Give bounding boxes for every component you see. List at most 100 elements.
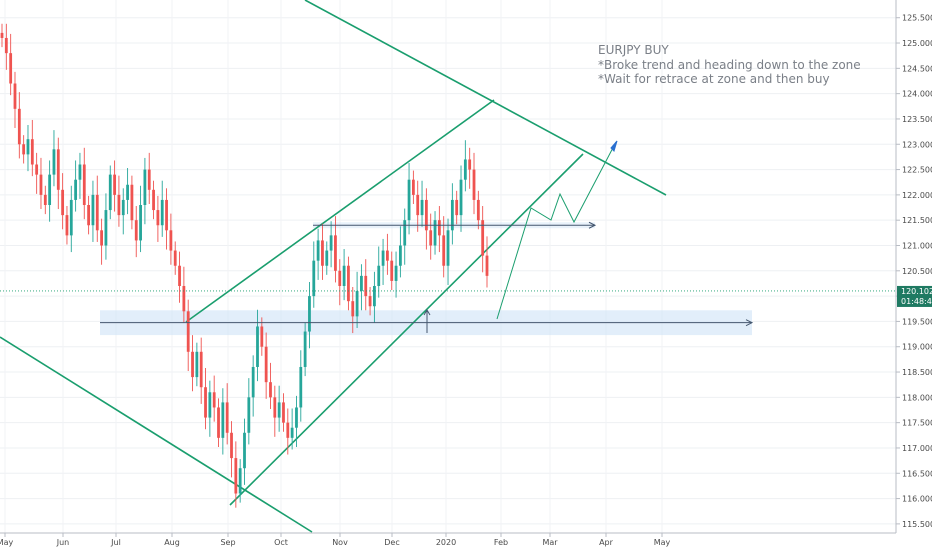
candle-body [303, 331, 307, 367]
candle-body [308, 296, 311, 332]
candle-body [256, 326, 259, 367]
candle-body [390, 260, 394, 281]
candle-body [247, 397, 251, 433]
y-tick-label: 122.500 [902, 166, 932, 175]
candle-body [69, 199, 73, 236]
candle-body [4, 37, 8, 54]
small-up-arrow [423, 309, 431, 333]
candle-body [360, 275, 363, 292]
candle-body [134, 220, 138, 241]
candle-body [485, 255, 489, 276]
candle-body [182, 285, 186, 312]
x-tick-label: May [654, 538, 671, 547]
annotation-text[interactable]: EURJPY BUY *Broke trend and heading down… [598, 43, 861, 86]
y-tick-label: 124.500 [902, 64, 932, 73]
candle-body [243, 432, 246, 469]
candle-body [26, 139, 30, 155]
x-tick-label: Mar [542, 538, 558, 547]
candle-body [381, 250, 385, 266]
candle-body [147, 169, 151, 190]
candle-body [113, 174, 116, 195]
y-tick-label: 121.500 [902, 216, 932, 225]
projection-zigzag[interactable] [496, 141, 617, 320]
candle-body [264, 346, 268, 383]
candle-body [476, 199, 480, 221]
price-badge-countdown: 01:48:40 [901, 297, 932, 306]
candle-body [450, 199, 454, 231]
candle-body [208, 392, 212, 418]
candle-body [199, 351, 203, 388]
candle-body [299, 366, 303, 408]
y-tick-label: 118.000 [902, 393, 932, 402]
y-tick-label: 118.500 [902, 368, 932, 377]
candle-body [373, 285, 376, 307]
candle-body [48, 174, 52, 205]
candle-body [416, 194, 420, 216]
x-tick-label: Nov [332, 538, 348, 547]
channel-upper-line[interactable] [185, 99, 495, 323]
candle-body [152, 189, 155, 211]
candle-body [238, 468, 242, 494]
y-tick-label: 116.000 [902, 495, 932, 504]
channel-lower-line[interactable] [229, 153, 584, 506]
x-tick-label: Oct [274, 538, 288, 547]
y-tick-label: 125.000 [902, 39, 932, 48]
level-lines [100, 221, 754, 333]
candle-body [260, 326, 264, 347]
price-axis[interactable]: 125.500 125.000 124.500 124.000 123.500 123.0… [895, 0, 932, 533]
candle-body [251, 366, 255, 398]
candle-body [273, 397, 277, 418]
candle-body [398, 245, 402, 266]
y-tick-label: 123.000 [902, 140, 932, 149]
annotation-line-2: *Wait for retrace at zone and then buy [598, 72, 830, 86]
candle-body [22, 144, 26, 155]
candle-body [126, 184, 129, 200]
candle-body [386, 250, 389, 261]
candle-body [82, 164, 86, 205]
candle-body [347, 265, 350, 302]
trend-lines [0, 0, 667, 533]
candle-body [329, 235, 333, 251]
candle-body [61, 189, 65, 216]
candle-body [74, 179, 78, 200]
price-badge-box [897, 285, 932, 307]
candle-body [178, 265, 181, 286]
y-tick-label: 120.500 [902, 267, 932, 276]
candle-body [191, 351, 194, 378]
candle-body [355, 291, 359, 317]
upper-downtrend-line[interactable] [304, 0, 667, 196]
candle-body [121, 199, 125, 216]
candle-body [100, 230, 103, 246]
candle-body [377, 265, 381, 286]
time-axis[interactable]: May Jun Jul Aug Sep Oct Nov Dec 2020 Feb Mar Apr May [0, 532, 896, 547]
candle-body [338, 270, 342, 286]
x-tick-label: 2020 [436, 538, 456, 547]
candle-body [407, 179, 411, 221]
candle-body [204, 387, 207, 418]
projected-path [496, 140, 618, 320]
candle-body [95, 194, 99, 231]
x-tick-label: Dec [384, 538, 399, 547]
candle-body [429, 230, 433, 246]
resistance-arrow-head [588, 221, 597, 229]
lower-downtrend-line[interactable] [0, 336, 313, 533]
candle-body [463, 159, 467, 180]
y-tick-label: 115.500 [902, 520, 932, 529]
candle-body [312, 260, 316, 297]
candle-body [295, 407, 298, 428]
candle-body [173, 250, 177, 266]
y-tick-label: 125.500 [902, 14, 932, 23]
candle-body [165, 199, 168, 231]
candle-body [43, 194, 47, 205]
candle-body [342, 265, 346, 286]
candle-body [169, 230, 173, 251]
candle-body [91, 194, 95, 226]
candle-body [87, 205, 91, 226]
candle-body [139, 205, 142, 241]
x-tick-label: Jun [56, 538, 70, 547]
candle-body [104, 210, 108, 246]
candle-body [78, 164, 82, 180]
candle-body [368, 296, 372, 307]
candle-body [217, 407, 220, 438]
